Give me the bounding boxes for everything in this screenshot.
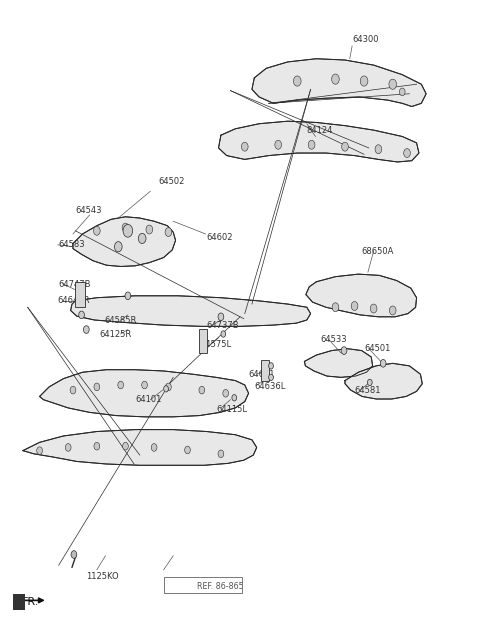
Circle shape: [142, 381, 147, 389]
Text: 64601: 64601: [249, 370, 275, 379]
Circle shape: [389, 306, 396, 315]
Text: 64533: 64533: [320, 335, 347, 344]
Circle shape: [341, 347, 347, 355]
Bar: [75, 282, 85, 307]
Bar: [164, 577, 242, 593]
Polygon shape: [73, 217, 176, 266]
Circle shape: [375, 145, 382, 154]
Circle shape: [389, 79, 396, 90]
Circle shape: [70, 387, 76, 394]
Circle shape: [118, 381, 123, 389]
Circle shape: [122, 223, 129, 232]
Circle shape: [308, 140, 315, 149]
Circle shape: [123, 225, 132, 237]
Circle shape: [351, 301, 358, 310]
Text: 64747B: 64747B: [59, 280, 91, 289]
Text: 64543: 64543: [75, 206, 102, 215]
Polygon shape: [23, 429, 257, 465]
Circle shape: [399, 88, 405, 96]
Text: 64115L: 64115L: [216, 404, 247, 413]
Circle shape: [94, 442, 100, 450]
Circle shape: [367, 380, 372, 386]
Circle shape: [185, 446, 191, 454]
Text: 84124: 84124: [307, 125, 333, 134]
Circle shape: [241, 142, 248, 151]
Circle shape: [218, 313, 224, 321]
Circle shape: [275, 140, 281, 149]
Circle shape: [84, 326, 89, 333]
Text: 64125R: 64125R: [99, 330, 132, 339]
Circle shape: [65, 444, 71, 451]
Text: 64602: 64602: [206, 233, 233, 242]
Circle shape: [269, 363, 274, 369]
Bar: [13, 594, 25, 610]
Circle shape: [370, 304, 377, 313]
Circle shape: [94, 383, 100, 391]
Text: 64581: 64581: [355, 385, 381, 395]
Text: 1125KO: 1125KO: [86, 572, 119, 580]
Text: 64501: 64501: [364, 344, 390, 353]
Circle shape: [360, 76, 368, 86]
Circle shape: [269, 374, 274, 381]
Circle shape: [293, 76, 301, 86]
Circle shape: [36, 447, 42, 454]
Text: 64502: 64502: [159, 177, 185, 186]
Circle shape: [165, 228, 172, 237]
Circle shape: [138, 234, 146, 244]
Polygon shape: [218, 121, 419, 162]
Polygon shape: [252, 59, 426, 106]
Circle shape: [232, 394, 237, 401]
Circle shape: [94, 227, 100, 236]
Circle shape: [404, 148, 410, 157]
Text: 64300: 64300: [352, 35, 379, 44]
Circle shape: [122, 442, 128, 450]
Circle shape: [223, 390, 228, 397]
Bar: [199, 329, 206, 353]
Circle shape: [115, 242, 122, 252]
Circle shape: [146, 225, 153, 234]
Text: 64583: 64583: [59, 240, 85, 250]
Circle shape: [166, 383, 171, 391]
Circle shape: [380, 360, 386, 367]
Bar: [262, 360, 269, 381]
Circle shape: [342, 142, 348, 151]
Circle shape: [125, 292, 131, 300]
Text: 64101: 64101: [135, 395, 161, 404]
Circle shape: [332, 74, 339, 84]
Text: 64575L: 64575L: [201, 340, 232, 349]
Circle shape: [71, 550, 77, 558]
Text: 64636L: 64636L: [254, 382, 286, 391]
Text: FR.: FR.: [22, 596, 39, 607]
Circle shape: [218, 450, 224, 458]
Polygon shape: [304, 349, 372, 378]
Text: REF. 86-865: REF. 86-865: [197, 582, 244, 591]
Text: 68650A: 68650A: [362, 246, 394, 256]
Text: 64646R: 64646R: [58, 296, 90, 305]
Polygon shape: [306, 274, 417, 317]
Polygon shape: [39, 370, 249, 417]
Text: 64737B: 64737B: [206, 321, 239, 330]
Circle shape: [332, 303, 339, 312]
Polygon shape: [345, 364, 422, 399]
Polygon shape: [71, 296, 311, 326]
Circle shape: [164, 386, 168, 392]
Circle shape: [79, 311, 84, 319]
Circle shape: [151, 444, 157, 451]
Circle shape: [199, 387, 204, 394]
Text: 64585R: 64585R: [104, 316, 136, 324]
Circle shape: [221, 331, 226, 337]
